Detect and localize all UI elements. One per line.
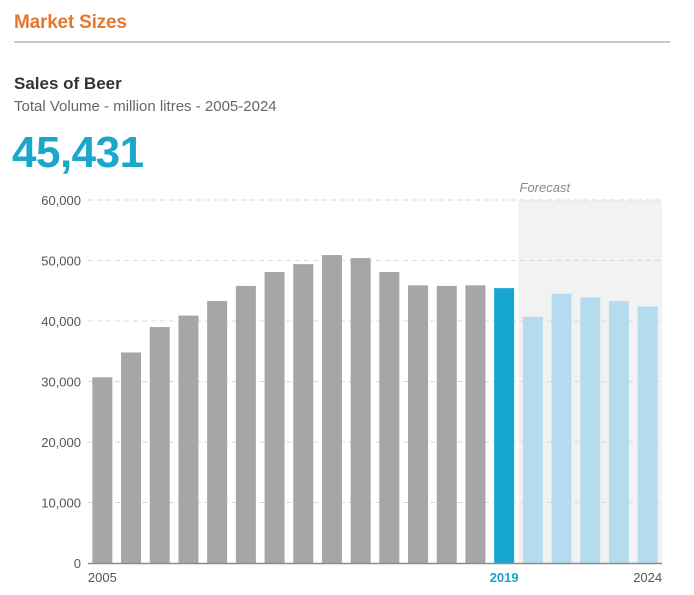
bar [121,352,142,563]
bar [408,285,429,563]
bar [494,288,515,563]
bar [608,301,629,563]
bar [580,297,601,563]
x-tick-label: 2005 [88,570,117,585]
y-tick-label: 20,000 [41,435,81,450]
y-tick-label: 0 [74,556,81,571]
y-tick-label: 40,000 [41,314,81,329]
bar [465,285,486,563]
y-tick-label: 30,000 [41,375,81,390]
x-tick-label: 2024 [633,570,662,585]
y-tick-label: 50,000 [41,254,81,269]
bar [379,271,400,563]
headline-value: 45,431 [12,128,144,177]
bar [207,301,228,563]
bar [522,316,543,563]
bar [178,315,199,563]
bar [293,264,314,563]
y-tick-label: 60,000 [41,193,81,208]
bar [321,255,342,563]
bar [551,293,572,563]
bar [637,306,658,563]
bar [92,377,113,563]
bar [149,327,170,563]
chart-title: Sales of Beer [14,74,122,93]
bar [350,258,371,563]
y-tick-label: 10,000 [41,496,81,511]
bar [264,271,285,563]
x-tick-label: 2019 [490,570,519,585]
forecast-label: Forecast [520,180,572,195]
section-title: Market Sizes [14,12,127,33]
chart-subtitle: Total Volume - million litres - 2005-202… [14,98,277,115]
bar [436,285,457,563]
section-divider [14,41,670,43]
bar [235,285,256,563]
